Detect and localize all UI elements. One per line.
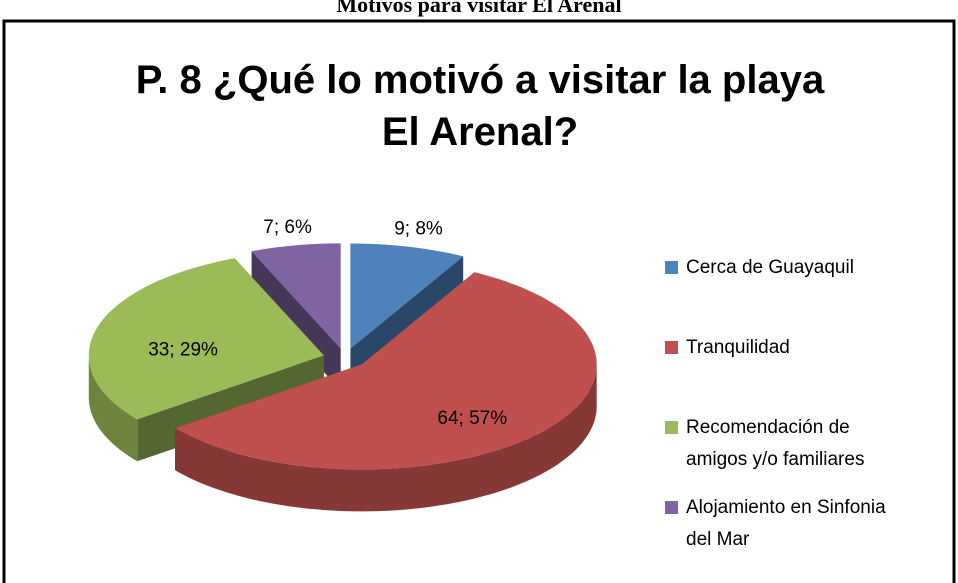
slice [175,272,597,470]
data-label: 7; 6% [263,217,312,238]
slice-wall [88,355,138,462]
chart-title: El Arenal? [382,110,578,154]
legend-label: Recomendación de [686,417,850,438]
legend-swatch [665,341,678,354]
slice [350,243,464,349]
legend-label: Alojamiento en Sinfonia [686,497,886,518]
data-label: 33; 29% [148,339,218,360]
slice [251,243,341,349]
legend-swatch [665,421,678,434]
legend-label: Cerca de Guayaquil [686,257,854,278]
legend-swatch [665,261,678,274]
heading: Motivos para visitar El Arenal [336,0,621,17]
legend-swatch [665,501,678,514]
legend-label: del Mar [686,529,750,550]
data-label: 9; 8% [394,218,443,239]
legend-label: amigos y/o familiares [686,449,864,470]
chart-title: P. 8 ¿Qué lo motivó a visitar la playa [136,58,825,102]
slice-wall [175,364,597,512]
legend-label: Tranquilidad [686,337,790,358]
slice [88,258,324,420]
data-label: 64; 57% [437,408,507,429]
